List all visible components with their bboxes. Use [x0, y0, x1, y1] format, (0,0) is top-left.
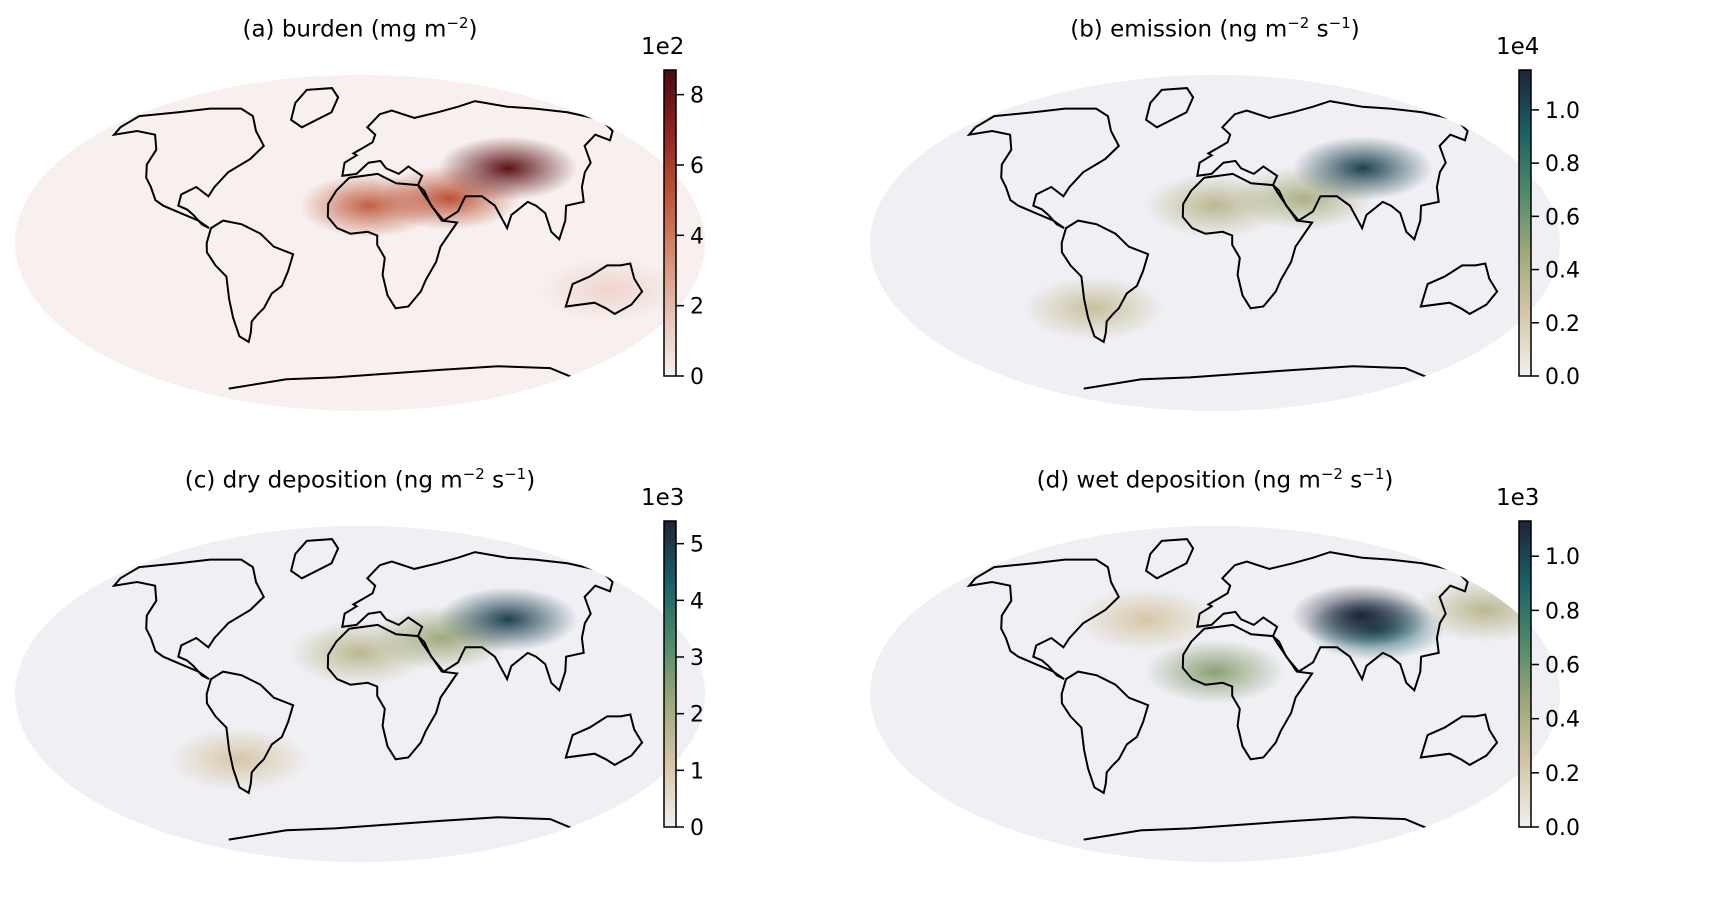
coastline-australia: [1419, 262, 1499, 316]
world-map: [870, 75, 1560, 411]
colorbar-tick-label: 0.2: [1545, 762, 1580, 787]
colorbar-tick-label: 0.6: [1545, 205, 1580, 230]
coastline-greenland: [1144, 87, 1195, 129]
colorbar-tick-label: 5: [690, 533, 704, 558]
colorbar: 0 2 4 6 8: [663, 69, 704, 390]
colorbar: 0.0 0.2 0.4 0.6 0.8 1.0: [1518, 520, 1580, 841]
colorbar-tick-label: 0.6: [1545, 654, 1580, 679]
coastline-australia: [564, 713, 644, 767]
world-map: [870, 526, 1560, 862]
colorbar-tick-label: 4: [690, 589, 704, 614]
map-background: [870, 75, 1560, 411]
coastline-greenland: [289, 538, 340, 580]
colorbar-exponent: 1e2: [641, 34, 685, 60]
colorbar-tick-label: 0: [690, 816, 704, 841]
colorbar-tick-label: 0.4: [1545, 259, 1580, 284]
colorbar-tick-label: 0: [690, 365, 704, 390]
colorbar-exponent: 1e4: [1496, 34, 1540, 60]
coastline-antarctica: [228, 365, 573, 390]
colorbar-tick-label: 0.0: [1545, 365, 1580, 390]
coastline-africa: [326, 172, 459, 310]
colorbar-tick-label: 2: [690, 703, 704, 728]
colorbar-tick-label: 0.4: [1545, 708, 1580, 733]
colorbar-tick-label: 0.2: [1545, 312, 1580, 337]
colorbar-tick-label: 0.8: [1545, 152, 1580, 177]
panel-title: (d) wet deposition (ng m−2 s−1): [1036, 465, 1394, 494]
colorbar-tick-label: 0.8: [1545, 599, 1580, 624]
colorbar-gradient: [663, 520, 677, 828]
panel-title: (b) emission (ng m−2 s−1): [1070, 14, 1360, 43]
hotspot-patagonia: [168, 727, 309, 792]
hotspot-taklamakan: [437, 587, 578, 652]
colorbar-tick-label: 2: [690, 295, 704, 320]
colorbar-tick-label: 4: [690, 224, 704, 249]
coastline-africa: [1181, 623, 1314, 761]
colorbar: 0.0 0.2 0.4 0.6 0.8 1.0: [1518, 69, 1580, 390]
coastline-northAmerica: [111, 558, 266, 680]
coastline-northAmerica: [966, 558, 1121, 680]
coastline-antarctica: [1083, 365, 1428, 390]
panel-c: (c) dry deposition (ng m−2 s−1) 1e3 0 1 2 3 4 5: [0, 451, 855, 902]
hotspot-patagonia: [1023, 276, 1164, 341]
coastline-antarctica: [1083, 816, 1428, 841]
coastline-eurasia: [1196, 100, 1469, 242]
colorbar-tick-label: 6: [690, 154, 704, 179]
panel-a: (a) burden (mg m−2) 1e2 0 2 4 6 8: [0, 0, 855, 451]
hotspot-taklamakan: [1291, 583, 1432, 648]
hotspot-sahel: [1145, 639, 1285, 704]
hotspot-taklamakan: [437, 136, 578, 201]
coastline-southAmerica: [1060, 670, 1150, 795]
coastline-antarctica: [228, 816, 573, 841]
colorbar-gradient: [1518, 520, 1532, 828]
world-map: [15, 526, 705, 862]
coastline-eurasia: [341, 100, 614, 242]
coastline-africa: [326, 623, 459, 761]
coastline-eurasia: [341, 551, 614, 693]
colorbar-tick-label: 1.0: [1545, 545, 1580, 570]
coastline-greenland: [289, 87, 340, 129]
colorbar-tick-label: 8: [690, 84, 704, 109]
coastline-southAmerica: [205, 219, 295, 344]
coastline-northAmerica: [111, 107, 266, 229]
coastline-southAmerica: [205, 670, 295, 795]
hotspot-north-atlantic: [1075, 587, 1216, 652]
hotspot-australia: [539, 257, 680, 322]
colorbar-tick-label: 3: [690, 646, 704, 671]
panel-title: (c) dry deposition (ng m−2 s−1): [184, 465, 536, 494]
colorbar-tick-label: 1.0: [1545, 99, 1580, 124]
panel-title: (a) burden (mg m−2): [242, 14, 478, 43]
coastline-australia: [1419, 713, 1499, 767]
colorbar-exponent: 1e3: [1496, 485, 1540, 511]
coastline-greenland: [1144, 538, 1195, 580]
colorbar-tick-label: 1: [690, 759, 704, 784]
colorbar: 0 1 2 3 4 5: [663, 520, 704, 841]
colorbar-gradient: [663, 69, 677, 377]
panel-d: (d) wet deposition (ng m−2 s−1) 1e3 0.0 0.2…: [855, 451, 1710, 902]
map-background: [15, 526, 705, 862]
coastline-northAmerica: [966, 107, 1121, 229]
colorbar-gradient: [1518, 69, 1532, 377]
panel-b: (b) emission (ng m−2 s−1) 1e4 0.0 0.2 0.4 0.6…: [855, 0, 1710, 451]
coastline-africa: [1181, 172, 1314, 310]
coastline-australia: [564, 262, 644, 316]
map-background: [15, 75, 705, 411]
colorbar-exponent: 1e3: [641, 485, 685, 511]
coastline-southAmerica: [1060, 219, 1150, 344]
world-map: [15, 75, 705, 411]
hotspot-taklamakan: [1292, 136, 1433, 201]
coastline-eurasia: [1196, 551, 1469, 693]
colorbar-tick-label: 0.0: [1545, 816, 1580, 841]
